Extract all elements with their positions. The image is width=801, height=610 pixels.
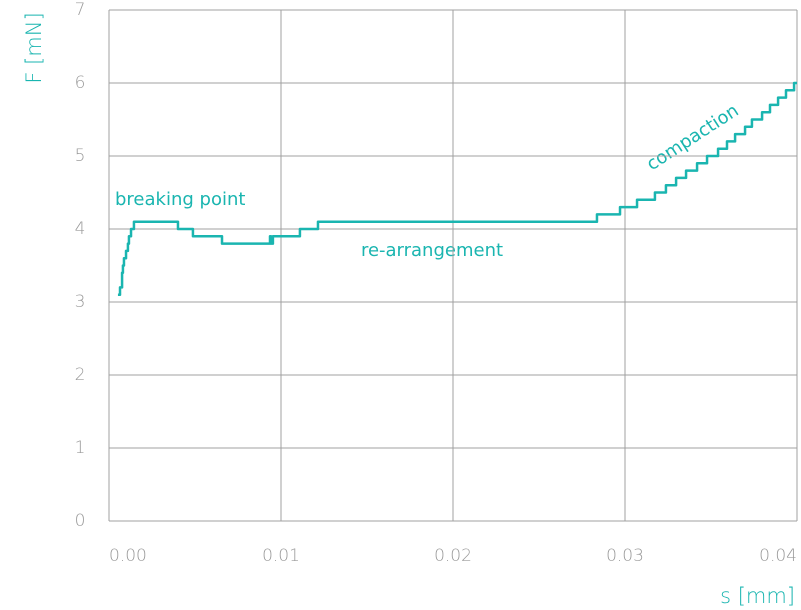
y-tick-label: 1 <box>75 438 86 458</box>
y-tick-label: 7 <box>75 0 86 20</box>
y-tick-label: 0 <box>75 511 86 531</box>
annotation: compaction <box>643 100 743 175</box>
x-tick-label: 0.02 <box>434 546 472 566</box>
y-tick-label: 2 <box>75 365 86 385</box>
data-line <box>117 81 797 296</box>
y-tick-label: 3 <box>75 292 86 312</box>
y-axis-label: F [mN] <box>22 12 46 83</box>
y-tick-label: 4 <box>75 219 86 239</box>
y-tick-label: 5 <box>75 146 86 166</box>
y-tick-label: 6 <box>75 73 86 93</box>
annotation: breaking point <box>115 189 245 210</box>
x-tick-label: 0.01 <box>262 546 300 566</box>
annotation: re-arrangement <box>361 240 503 261</box>
x-axis-label: s [mm] <box>720 584 795 608</box>
x-tick-label: 0.04 <box>759 546 797 566</box>
x-tick-label: 0.03 <box>606 546 644 566</box>
x-tick-label: 0.00 <box>109 546 147 566</box>
